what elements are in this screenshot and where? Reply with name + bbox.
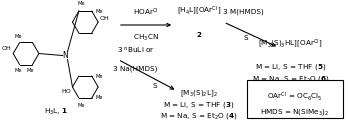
Text: [M$_3$(S)$_3$HL][OAr$^\mathregular{Cl}$]: [M$_3$(S)$_3$HL][OAr$^\mathregular{Cl}$] xyxy=(259,37,323,50)
FancyBboxPatch shape xyxy=(247,80,343,118)
Text: S: S xyxy=(244,35,248,41)
Text: Me: Me xyxy=(14,68,22,73)
Text: $\mathbf{2}$: $\mathbf{2}$ xyxy=(196,30,202,39)
Text: Me: Me xyxy=(95,74,103,79)
Text: CH$_3$CN: CH$_3$CN xyxy=(133,33,158,43)
Text: 3 Na(HMDS): 3 Na(HMDS) xyxy=(113,65,158,72)
Text: Me: Me xyxy=(95,95,103,100)
Text: M = Na, S = Et$_2$O ($\mathbf{4}$): M = Na, S = Et$_2$O ($\mathbf{4}$) xyxy=(160,111,238,121)
Text: [H$_4$L][OAr$^\mathregular{Cl}$]: [H$_4$L][OAr$^\mathregular{Cl}$] xyxy=(177,4,221,17)
Text: Me: Me xyxy=(14,34,22,39)
Text: S: S xyxy=(153,83,157,89)
Text: M = Li, S = THF ($\mathbf{5}$): M = Li, S = THF ($\mathbf{5}$) xyxy=(255,62,326,72)
Text: N: N xyxy=(63,51,69,60)
Text: 3 $^\mathregular{n}$BuLi or: 3 $^\mathregular{n}$BuLi or xyxy=(117,45,155,54)
Text: OH: OH xyxy=(1,46,11,51)
Text: HO: HO xyxy=(62,89,71,94)
Text: M = Na, S = Et$_2$O ($\mathbf{6}$): M = Na, S = Et$_2$O ($\mathbf{6}$) xyxy=(252,74,330,84)
Text: OH: OH xyxy=(99,16,109,21)
Text: Me: Me xyxy=(26,68,34,73)
Text: HMDS = N(SiMe$_3$)$_2$: HMDS = N(SiMe$_3$)$_2$ xyxy=(260,107,329,117)
Text: [M$_3$(S)$_2$L]$_2$: [M$_3$(S)$_2$L]$_2$ xyxy=(180,89,218,100)
Text: Me: Me xyxy=(78,1,85,6)
Text: 3 M(HMDS): 3 M(HMDS) xyxy=(223,9,264,15)
Text: H$_3$L, $\mathbf{1}$: H$_3$L, $\mathbf{1}$ xyxy=(44,106,68,117)
Text: Me: Me xyxy=(95,9,103,14)
Text: M = Li, S = THF ($\mathbf{3}$): M = Li, S = THF ($\mathbf{3}$) xyxy=(163,100,235,110)
Text: OAr$^\mathregular{Cl}$ = OC$_6$Cl$_5$: OAr$^\mathregular{Cl}$ = OC$_6$Cl$_5$ xyxy=(267,91,323,103)
Text: HOAr$^\mathregular{Cl}$: HOAr$^\mathregular{Cl}$ xyxy=(133,7,158,18)
Text: Me: Me xyxy=(78,103,85,108)
